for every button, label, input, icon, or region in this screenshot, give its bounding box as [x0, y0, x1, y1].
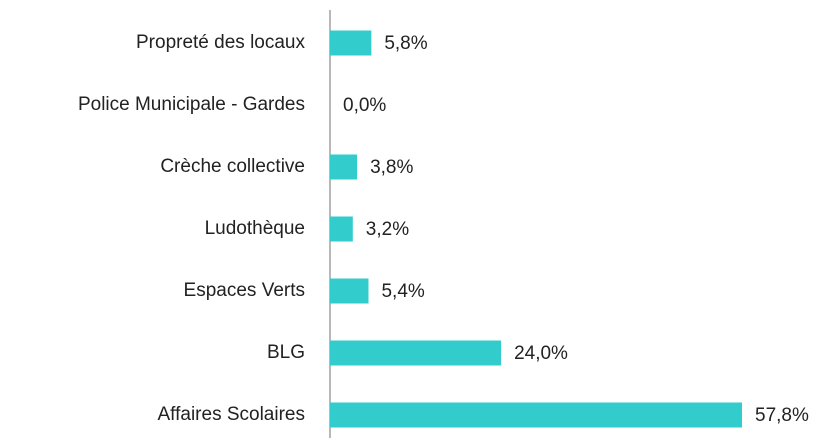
- value-label: 3,2%: [366, 219, 409, 240]
- bar: [330, 216, 353, 242]
- category-label: BLG: [267, 342, 305, 363]
- category-label: Police Municipale - Gardes: [78, 94, 305, 115]
- value-label: 3,8%: [370, 157, 413, 178]
- bar: [330, 402, 742, 428]
- bar: [330, 30, 372, 56]
- bar: [330, 340, 502, 366]
- category-label: Crèche collective: [160, 156, 305, 177]
- bar: [330, 278, 369, 304]
- category-label: Espaces Verts: [184, 280, 305, 301]
- value-label: 57,8%: [755, 405, 809, 426]
- category-label: Affaires Scolaires: [158, 404, 306, 425]
- value-label: 5,4%: [381, 281, 424, 302]
- value-label: 0,0%: [343, 95, 386, 116]
- category-label: Ludothèque: [205, 218, 305, 239]
- bar: [330, 154, 358, 180]
- value-label: 5,8%: [384, 33, 427, 54]
- category-label: Propreté des locaux: [136, 32, 305, 53]
- value-label: 24,0%: [514, 343, 568, 364]
